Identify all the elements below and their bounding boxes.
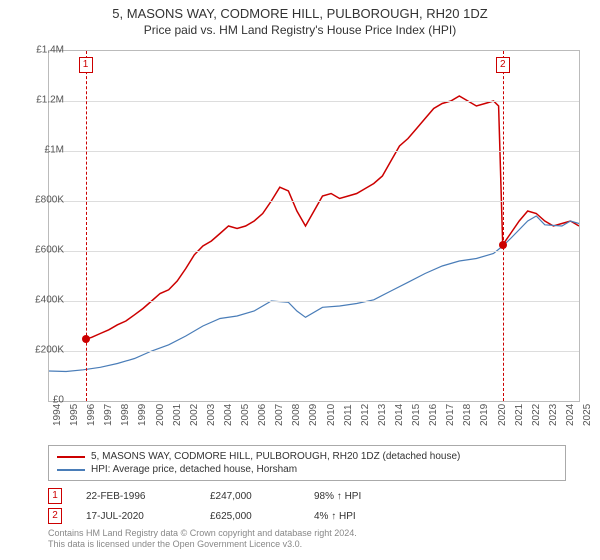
chart-title-address: 5, MASONS WAY, CODMORE HILL, PULBOROUGH,… (0, 0, 600, 21)
chart-title-sub: Price paid vs. HM Land Registry's House … (0, 21, 600, 37)
event-date: 22-FEB-1996 (86, 491, 186, 502)
y-axis-tick-label: £0 (20, 395, 64, 406)
x-axis-tick-label: 2010 (326, 404, 337, 426)
event-hpi: 98% ↑ HPI (314, 491, 361, 502)
footer-line1: Contains HM Land Registry data © Crown c… (48, 528, 357, 539)
x-axis-tick-label: 2011 (343, 404, 354, 426)
x-axis-tick-label: 2025 (582, 404, 593, 426)
y-axis-tick-label: £600K (20, 245, 64, 256)
event-vertical-line (503, 51, 504, 401)
event-detail-row: 2 17-JUL-2020 £625,000 4% ↑ HPI (48, 506, 361, 526)
footer-attribution: Contains HM Land Registry data © Crown c… (48, 528, 357, 551)
x-axis-tick-label: 1997 (103, 404, 114, 426)
x-axis-tick-label: 2022 (531, 404, 542, 426)
x-axis-tick-label: 2023 (548, 404, 559, 426)
y-axis-tick-label: £400K (20, 295, 64, 306)
x-axis-tick-label: 1995 (69, 404, 80, 426)
x-axis-tick-label: 2021 (514, 404, 525, 426)
event-number-box: 2 (48, 508, 62, 524)
x-axis-tick-label: 2004 (223, 404, 234, 426)
gridline-horizontal (49, 101, 579, 102)
chart-lines-svg (49, 51, 579, 401)
x-axis-tick-label: 1999 (137, 404, 148, 426)
gridline-horizontal (49, 301, 579, 302)
event-dot (82, 335, 90, 343)
x-axis-tick-label: 2019 (479, 404, 490, 426)
x-axis-tick-label: 2009 (308, 404, 319, 426)
gridline-horizontal (49, 151, 579, 152)
event-dot (499, 241, 507, 249)
x-axis-tick-label: 2005 (240, 404, 251, 426)
series-line (49, 216, 579, 372)
gridline-horizontal (49, 201, 579, 202)
chart-plot-area: 1994199519961997199819992000200120022003… (48, 50, 580, 402)
x-axis-tick-label: 2001 (172, 404, 183, 426)
x-axis-tick-label: 1996 (86, 404, 97, 426)
event-hpi: 4% ↑ HPI (314, 511, 356, 522)
x-axis-tick-label: 2014 (394, 404, 405, 426)
x-axis-tick-label: 2016 (428, 404, 439, 426)
y-axis-tick-label: £1.2M (20, 95, 64, 106)
footer-line2: This data is licensed under the Open Gov… (48, 539, 357, 550)
event-details: 1 22-FEB-1996 £247,000 98% ↑ HPI 2 17-JU… (48, 486, 361, 526)
gridline-horizontal (49, 251, 579, 252)
event-vertical-line (86, 51, 87, 401)
x-axis-tick-label: 2003 (206, 404, 217, 426)
series-line (86, 96, 579, 339)
event-price: £625,000 (210, 511, 290, 522)
y-axis-tick-label: £1M (20, 145, 64, 156)
x-axis-tick-label: 2012 (360, 404, 371, 426)
x-axis-tick-label: 1994 (52, 404, 63, 426)
x-axis-tick-label: 2006 (257, 404, 268, 426)
legend-row: 5, MASONS WAY, CODMORE HILL, PULBOROUGH,… (57, 450, 557, 463)
event-date: 17-JUL-2020 (86, 511, 186, 522)
legend-swatch-series1 (57, 456, 85, 458)
event-marker-box: 2 (496, 57, 510, 73)
chart-legend: 5, MASONS WAY, CODMORE HILL, PULBOROUGH,… (48, 445, 566, 481)
x-axis-tick-label: 1998 (120, 404, 131, 426)
legend-row: HPI: Average price, detached house, Hors… (57, 463, 557, 476)
y-axis-tick-label: £1.4M (20, 45, 64, 56)
event-number-box: 1 (48, 488, 62, 504)
x-axis-tick-label: 2017 (445, 404, 456, 426)
event-price: £247,000 (210, 491, 290, 502)
x-axis-tick-label: 2020 (497, 404, 508, 426)
x-axis-tick-label: 2002 (189, 404, 200, 426)
legend-swatch-series2 (57, 469, 85, 471)
x-axis-tick-label: 2000 (155, 404, 166, 426)
event-marker-box: 1 (79, 57, 93, 73)
event-detail-row: 1 22-FEB-1996 £247,000 98% ↑ HPI (48, 486, 361, 506)
y-axis-tick-label: £200K (20, 345, 64, 356)
gridline-horizontal (49, 351, 579, 352)
x-axis-tick-label: 2008 (291, 404, 302, 426)
x-axis-tick-label: 2013 (377, 404, 388, 426)
y-axis-tick-label: £800K (20, 195, 64, 206)
x-axis-tick-label: 2018 (462, 404, 473, 426)
x-axis-tick-label: 2007 (274, 404, 285, 426)
x-axis-tick-label: 2024 (565, 404, 576, 426)
legend-label-series1: 5, MASONS WAY, CODMORE HILL, PULBOROUGH,… (91, 451, 460, 462)
x-axis-tick-label: 2015 (411, 404, 422, 426)
legend-label-series2: HPI: Average price, detached house, Hors… (91, 464, 297, 475)
